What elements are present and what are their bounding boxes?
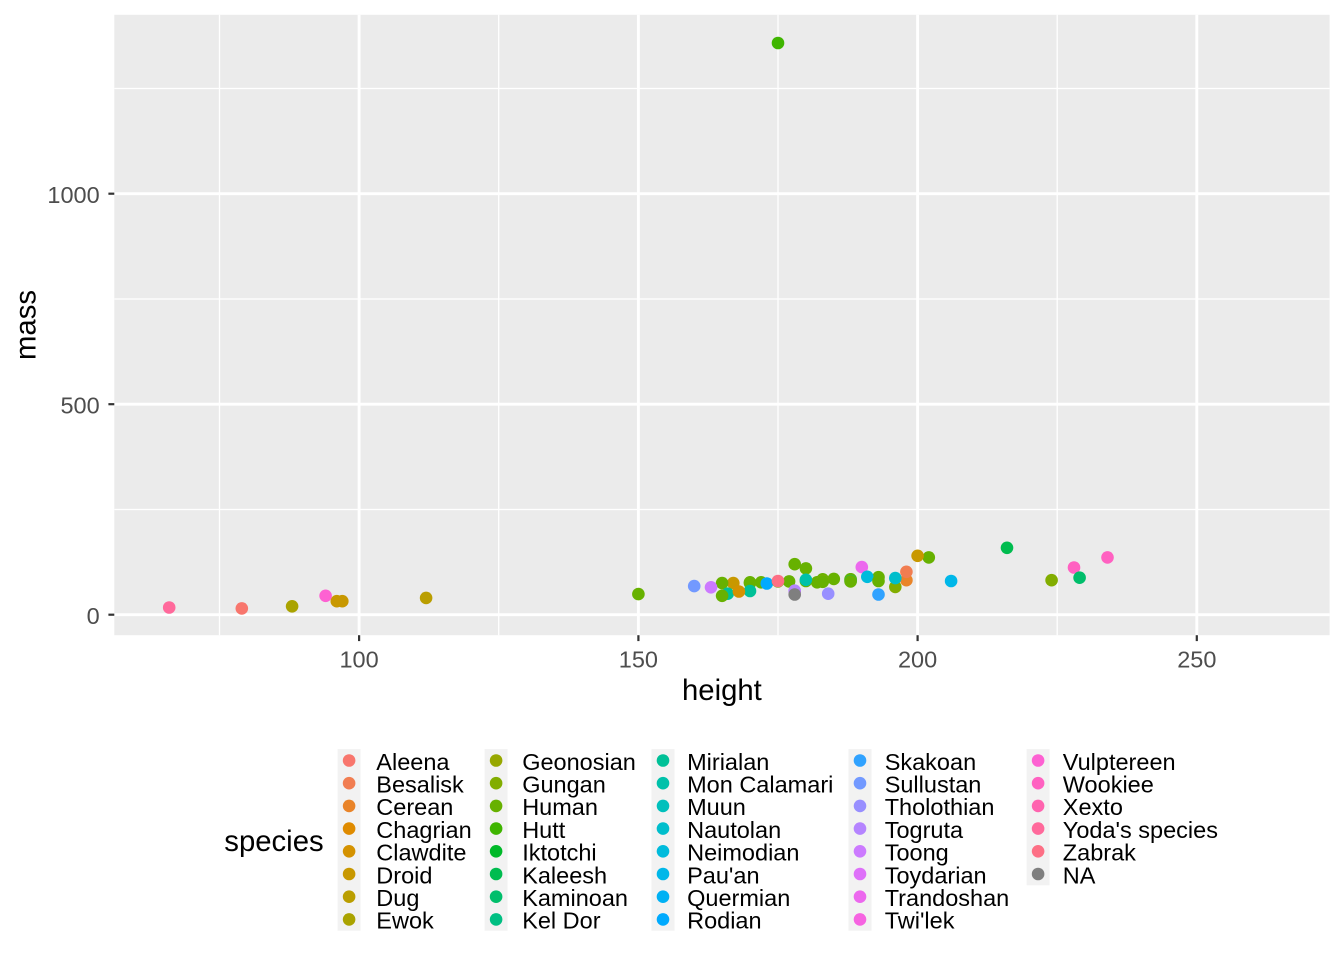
svg-text:500: 500 xyxy=(60,393,99,419)
svg-text:Wookiee: Wookiee xyxy=(1063,772,1154,798)
svg-text:Yoda's species: Yoda's species xyxy=(1063,817,1218,843)
svg-text:Twi'lek: Twi'lek xyxy=(885,908,955,934)
svg-text:Mon Calamari: Mon Calamari xyxy=(687,772,833,798)
svg-text:Droid: Droid xyxy=(376,862,432,888)
svg-text:mass: mass xyxy=(10,290,43,360)
svg-text:Vulptereen: Vulptereen xyxy=(1063,749,1176,775)
svg-text:Mirialan: Mirialan xyxy=(687,749,769,775)
svg-text:Pau'an: Pau'an xyxy=(687,862,759,888)
svg-text:Neimodian: Neimodian xyxy=(687,840,799,866)
svg-text:Besalisk: Besalisk xyxy=(376,772,464,798)
svg-text:Quermian: Quermian xyxy=(687,885,790,911)
svg-text:Nautolan: Nautolan xyxy=(687,817,781,843)
svg-text:Hutt: Hutt xyxy=(522,817,566,843)
svg-text:height: height xyxy=(682,674,762,707)
svg-text:Muun: Muun xyxy=(687,794,746,820)
svg-text:Tholothian: Tholothian xyxy=(885,794,995,820)
svg-text:Kaleesh: Kaleesh xyxy=(522,862,607,888)
svg-text:Rodian: Rodian xyxy=(687,908,761,934)
svg-text:Toydarian: Toydarian xyxy=(885,862,987,888)
svg-text:Gungan: Gungan xyxy=(522,772,606,798)
svg-text:Kaminoan: Kaminoan xyxy=(522,885,628,911)
svg-text:Geonosian: Geonosian xyxy=(522,749,636,775)
svg-text:250: 250 xyxy=(1177,647,1216,673)
svg-text:Ewok: Ewok xyxy=(376,908,434,934)
svg-text:Human: Human xyxy=(522,794,598,820)
svg-text:Sullustan: Sullustan xyxy=(885,772,982,798)
svg-text:100: 100 xyxy=(339,647,378,673)
svg-text:Xexto: Xexto xyxy=(1063,794,1123,820)
svg-text:species: species xyxy=(224,825,323,858)
svg-text:Dug: Dug xyxy=(376,885,419,911)
svg-text:Aleena: Aleena xyxy=(376,749,450,775)
svg-text:Kel Dor: Kel Dor xyxy=(522,908,601,934)
svg-text:Iktotchi: Iktotchi xyxy=(522,840,596,866)
svg-text:Togruta: Togruta xyxy=(885,817,964,843)
svg-text:1000: 1000 xyxy=(47,182,99,208)
svg-text:Trandoshan: Trandoshan xyxy=(885,885,1010,911)
svg-text:Skakoan: Skakoan xyxy=(885,749,976,775)
svg-text:NA: NA xyxy=(1063,862,1096,888)
svg-text:Zabrak: Zabrak xyxy=(1063,840,1136,866)
svg-text:150: 150 xyxy=(619,647,658,673)
svg-text:200: 200 xyxy=(898,647,937,673)
svg-text:0: 0 xyxy=(87,603,100,629)
svg-text:Clawdite: Clawdite xyxy=(376,840,466,866)
svg-text:Chagrian: Chagrian xyxy=(376,817,471,843)
svg-text:Toong: Toong xyxy=(885,840,949,866)
svg-text:Cerean: Cerean xyxy=(376,794,453,820)
